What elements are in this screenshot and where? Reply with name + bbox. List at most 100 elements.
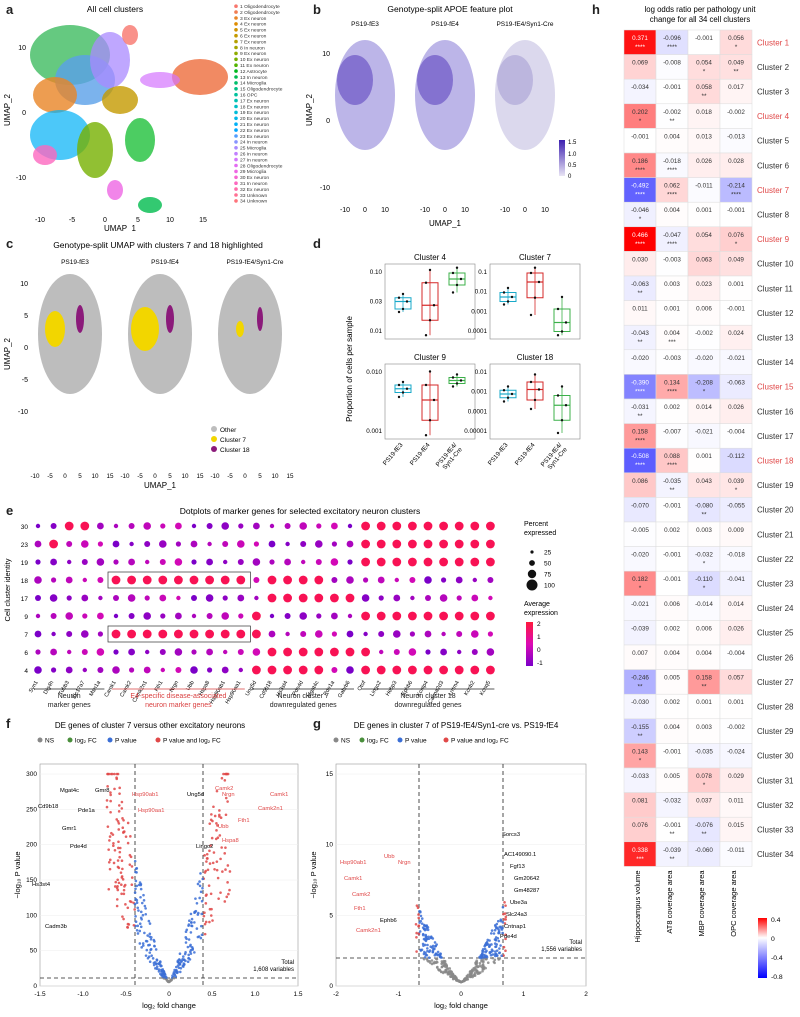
boxplot-point [560,330,564,333]
volcano-point [216,876,220,880]
volcano-point [174,965,178,969]
dotplot-dot [97,522,104,530]
dotplot-dot [160,613,166,619]
volcano-point [483,944,487,947]
volcano-gene-label: Cntnap1 [504,924,526,930]
volcano-gene-label: Camk1 [270,792,288,798]
dotplot-dot [331,541,337,547]
heatmap-value: -0.020 [695,355,713,362]
heatmap-value: 0.143 [632,748,648,755]
dotplot-group-label: Neuron cluster 18 [400,693,455,700]
dotplot-dot [331,577,338,583]
heatmap-cell [719,620,753,646]
volcano-point [208,920,211,924]
volcano-point [184,941,188,944]
dotplot-dot [424,576,432,584]
volcano-xtick: 1 [522,991,526,998]
volcano-point [427,956,431,959]
volcano-point [426,943,429,947]
heatmap-value: 0.024 [728,330,744,337]
dotplot-colorbar [526,622,533,666]
heatmap-cell [623,324,657,351]
volcano-point [501,926,504,930]
volcano-point [414,923,418,926]
volcano-point [215,868,219,872]
dotplot-gene-label: Otof [357,680,368,693]
heatmap-significance: **** [635,462,646,469]
volcano-gene-label: Camk2 [352,892,370,898]
panel-c-subtitle-2: PS19-fE4/Syn1-Cre [226,259,283,266]
volcano-point [495,949,499,952]
boxplot-ytick: 0.00001 [464,428,487,435]
heatmap-value: 0.049 [728,60,744,67]
volcano-point [213,867,216,871]
volcano-point [443,960,446,963]
heatmap-value: -0.021 [695,429,713,436]
heatmap-value: 0.058 [696,84,712,91]
heatmap-cell [719,374,753,400]
dotplot-dot [363,577,369,583]
volcano-gene-label: Ubb [384,854,395,860]
volcano-point [117,804,121,807]
heatmap-cell [623,226,657,252]
boxplot-point [556,307,560,311]
volcano-point [485,957,488,961]
legend-label: 20 Ex neuron [240,116,269,122]
heatmap-significance: *** [636,856,644,863]
heatmap-cell [719,521,753,547]
heatmap-row-label: Cluster 34 [757,850,794,859]
heatmap-value: 0.037 [696,798,712,805]
legend-label: 21 Ex neuron [240,122,269,128]
volcano-legend-label: P value [405,738,427,745]
volcano-point [190,917,194,921]
volcano-point [138,922,142,926]
dotplot-dot [470,665,480,675]
volcano-point [466,978,470,981]
heatmap-significance: ** [669,856,675,863]
heatmap-value: 0.004 [664,650,680,657]
boxplot-point [556,431,560,435]
volcano-point [152,961,156,965]
boxplot-point [428,419,432,422]
panel-a-xtick-0: -10 [35,217,45,224]
dotplot-dot [457,649,462,655]
volcano-point [418,921,421,924]
volcano-point [176,959,180,963]
volcano-point [140,901,144,905]
volcano-point [479,956,482,960]
heatmap-cell [687,54,721,80]
volcano-gene-label: Cadm3b [45,924,67,930]
volcano-point [133,908,136,911]
volcano-point [114,880,118,884]
panel-b-ylabel: UMAP_2 [305,93,314,126]
heatmap-significance: * [639,118,642,125]
boxplot-point [556,394,560,397]
legend-label: 18 Ex neuron [240,104,269,110]
dotplot-dot [159,594,167,602]
heatmap-cell [623,669,657,695]
heatmap-cell [719,693,753,720]
volcano-point [193,910,197,914]
dotplot-dot [237,559,244,565]
dotplot-dot [191,649,197,655]
dotplot-group-label: neuron marker genes [145,702,212,709]
dotplot-dot [252,558,261,566]
volcano-point [465,974,469,978]
volcano-point [118,792,121,795]
volcano-point [140,946,143,949]
heatmap-significance: **** [667,192,678,199]
heatmap-row-label: Cluster 12 [757,309,794,318]
volcano-point [199,924,203,928]
dotplot-dot [269,523,275,529]
volcano-point [493,950,497,953]
dotplot-dot [347,559,353,565]
volcano-point [428,949,432,952]
boxplot-point [564,321,568,324]
volcano-point [157,962,160,965]
dotplot-dot [253,541,259,547]
panel-f-title: DE genes of cluster 7 versus other excit… [55,721,245,730]
volcano-point [498,947,501,950]
heatmap-row-label: Cluster 33 [757,826,794,835]
heatmap-value: -0.011 [727,847,745,854]
dotplot-dot [454,611,464,621]
